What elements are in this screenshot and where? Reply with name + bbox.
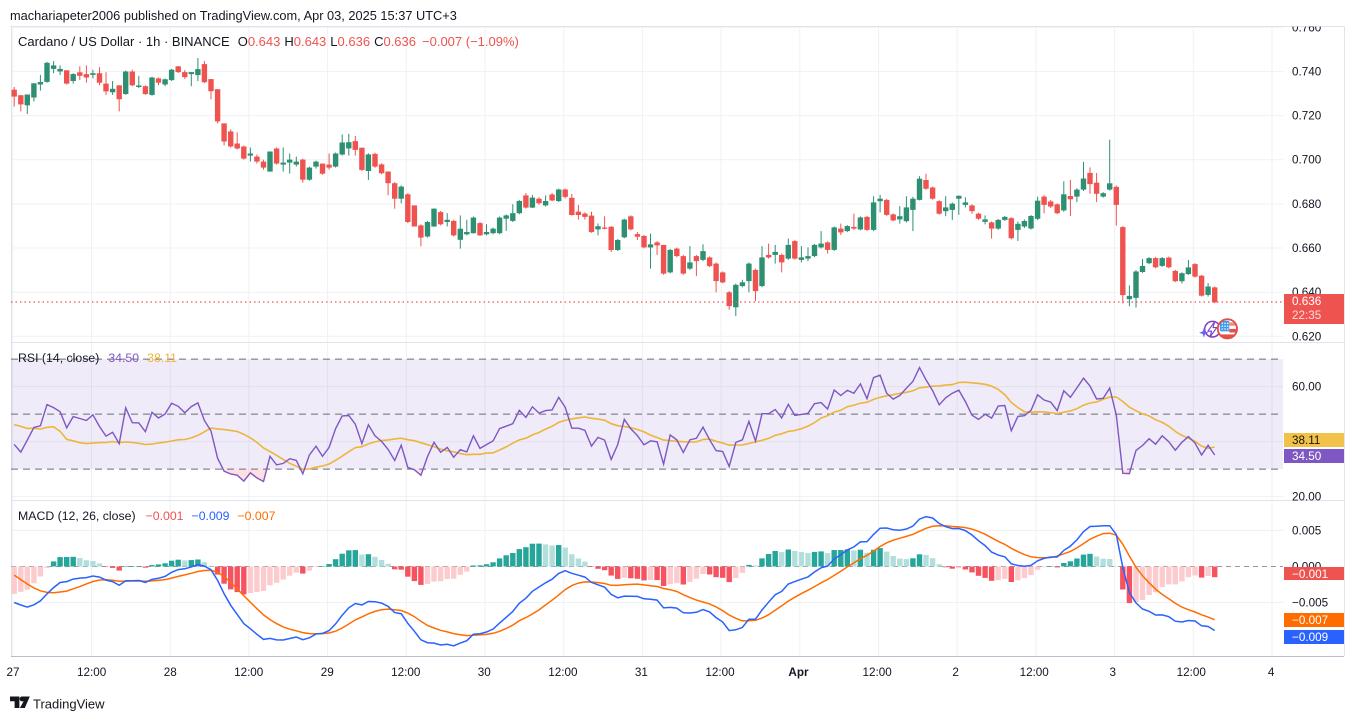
svg-text:12:00: 12:00 xyxy=(548,666,578,679)
svg-text:−0.005: −0.005 xyxy=(1292,597,1329,610)
svg-text:0.636: 0.636 xyxy=(1292,295,1321,308)
svg-text:22:35: 22:35 xyxy=(1292,309,1322,322)
svg-text:4: 4 xyxy=(1268,666,1275,679)
svg-text:20.00: 20.00 xyxy=(1292,491,1322,504)
svg-text:12:00: 12:00 xyxy=(1020,666,1050,679)
svg-text:Cardano / US Dollar · 1h · BIN: Cardano / US Dollar · 1h · BINANCE O0.643… xyxy=(18,34,519,49)
svg-text:0.620: 0.620 xyxy=(1292,330,1322,343)
svg-text:12:00: 12:00 xyxy=(705,666,735,679)
svg-text:TradingView: TradingView xyxy=(33,697,105,712)
svg-text:34.50: 34.50 xyxy=(1292,450,1322,463)
svg-text:0.680: 0.680 xyxy=(1292,198,1322,211)
svg-text:0.005: 0.005 xyxy=(1292,525,1322,538)
svg-text:3: 3 xyxy=(1109,666,1116,679)
svg-text:0.660: 0.660 xyxy=(1292,242,1322,255)
svg-text:12:00: 12:00 xyxy=(234,666,264,679)
svg-text:12:00: 12:00 xyxy=(862,666,892,679)
svg-text:27: 27 xyxy=(6,666,19,679)
svg-text:−0.007: −0.007 xyxy=(1292,614,1328,627)
svg-text:0.720: 0.720 xyxy=(1292,110,1322,123)
svg-text:machariapeter2006 published on: machariapeter2006 published on TradingVi… xyxy=(10,8,457,23)
svg-text:12:00: 12:00 xyxy=(77,666,107,679)
svg-text:31: 31 xyxy=(635,666,648,679)
svg-text:12:00: 12:00 xyxy=(391,666,421,679)
svg-text:MACD (12, 26, close)−0.001−0.0: MACD (12, 26, close) −0.001 −0.009 −0.007 xyxy=(18,509,276,523)
svg-text:60.00: 60.00 xyxy=(1292,381,1322,394)
svg-text:2: 2 xyxy=(952,666,959,679)
svg-text:0.760: 0.760 xyxy=(1292,21,1322,34)
svg-text:0.740: 0.740 xyxy=(1292,65,1322,78)
svg-text:Apr: Apr xyxy=(788,666,809,679)
svg-text:12:00: 12:00 xyxy=(1177,666,1207,679)
svg-text:0.700: 0.700 xyxy=(1292,154,1322,167)
svg-text:28: 28 xyxy=(164,666,177,679)
svg-text:−0.009: −0.009 xyxy=(1292,631,1328,644)
svg-text:30: 30 xyxy=(478,666,492,679)
svg-text:−0.001: −0.001 xyxy=(1292,568,1328,581)
svg-text:38.11: 38.11 xyxy=(1292,434,1320,447)
svg-text:29: 29 xyxy=(321,666,334,679)
